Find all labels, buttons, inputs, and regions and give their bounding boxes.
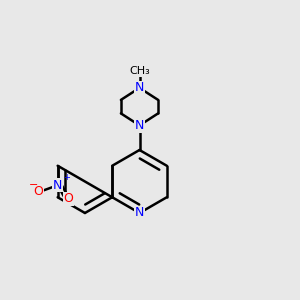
Text: N: N bbox=[135, 206, 144, 220]
Text: −: − bbox=[29, 180, 38, 190]
Text: N: N bbox=[53, 179, 62, 192]
Text: N: N bbox=[135, 119, 144, 132]
Text: N: N bbox=[135, 81, 144, 94]
Text: O: O bbox=[63, 192, 73, 205]
Text: CH₃: CH₃ bbox=[129, 66, 150, 76]
Text: O: O bbox=[33, 185, 43, 198]
Text: +: + bbox=[63, 172, 70, 182]
